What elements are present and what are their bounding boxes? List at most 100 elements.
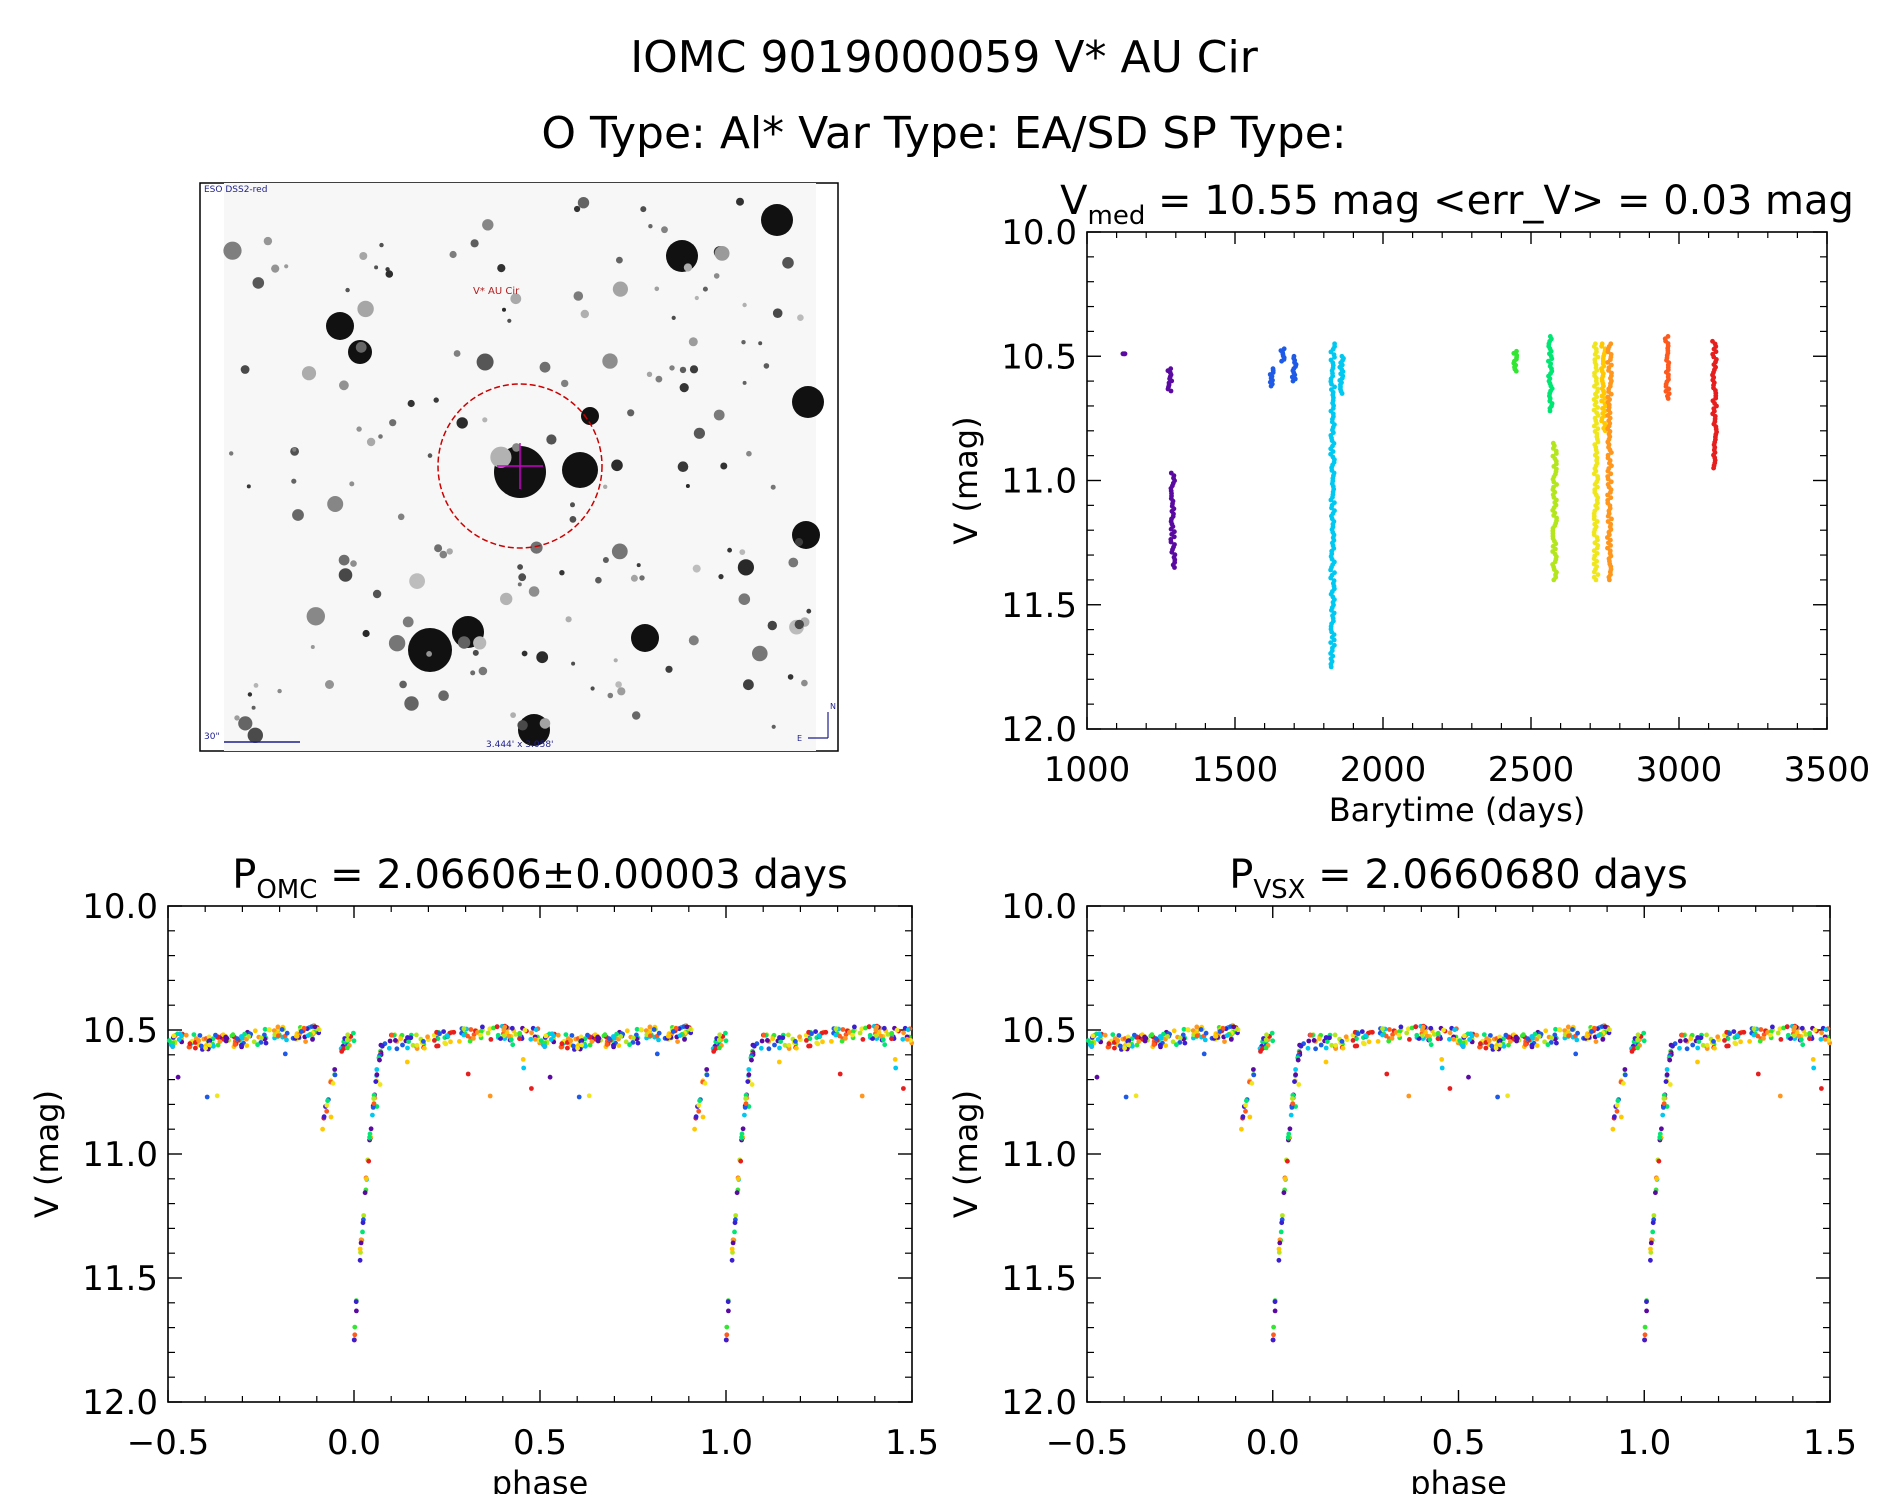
data-point bbox=[1503, 1032, 1509, 1038]
data-point bbox=[475, 1030, 480, 1035]
data-point bbox=[1172, 565, 1177, 570]
data-point bbox=[1608, 543, 1613, 548]
star bbox=[595, 576, 602, 584]
data-point bbox=[839, 1038, 845, 1044]
data-point bbox=[723, 1030, 728, 1036]
star bbox=[546, 434, 557, 445]
data-point bbox=[1650, 1220, 1656, 1226]
data-point bbox=[1243, 1108, 1248, 1114]
data-point bbox=[239, 1034, 244, 1039]
star bbox=[359, 252, 368, 260]
y-tick-label: 11.0 bbox=[82, 1135, 158, 1175]
data-point bbox=[262, 1026, 268, 1032]
y-tick-label: 10.5 bbox=[1001, 337, 1077, 377]
data-point bbox=[400, 1042, 405, 1048]
data-point bbox=[1271, 1332, 1276, 1338]
data-point bbox=[634, 1032, 639, 1038]
data-point bbox=[344, 1037, 350, 1043]
data-point bbox=[852, 1024, 857, 1030]
star bbox=[679, 383, 689, 393]
data-point bbox=[223, 1038, 229, 1044]
data-point bbox=[880, 1037, 886, 1043]
data-point bbox=[239, 1042, 244, 1048]
data-point bbox=[425, 1034, 430, 1040]
data-point bbox=[569, 1033, 575, 1038]
data-point bbox=[638, 1027, 644, 1032]
data-point bbox=[1609, 450, 1614, 455]
data-point bbox=[717, 1045, 722, 1051]
data-point bbox=[1584, 1033, 1590, 1039]
data-point bbox=[730, 1240, 736, 1246]
target-label: V* AU Cir bbox=[473, 286, 520, 297]
data-point bbox=[1514, 1038, 1519, 1044]
data-point bbox=[1157, 1042, 1163, 1048]
data-point bbox=[197, 1033, 203, 1038]
data-point bbox=[1180, 1032, 1186, 1038]
data-point bbox=[298, 1029, 304, 1034]
data-point bbox=[1406, 1093, 1412, 1099]
data-point bbox=[387, 1038, 393, 1044]
data-point bbox=[1661, 1096, 1667, 1101]
data-point bbox=[1171, 1028, 1177, 1034]
star bbox=[439, 550, 448, 559]
data-point bbox=[833, 1032, 839, 1038]
data-point bbox=[840, 1027, 846, 1032]
data-point bbox=[1612, 1114, 1617, 1120]
data-point bbox=[1174, 1042, 1179, 1048]
star bbox=[569, 516, 577, 523]
data-point bbox=[352, 1332, 358, 1338]
data-point bbox=[1122, 351, 1128, 357]
data-point bbox=[1554, 1040, 1559, 1046]
data-point bbox=[1549, 1035, 1555, 1041]
data-point bbox=[263, 1040, 269, 1046]
data-point bbox=[1513, 1034, 1519, 1040]
data-point bbox=[1263, 1037, 1269, 1043]
data-point bbox=[529, 1086, 534, 1091]
star bbox=[713, 273, 720, 279]
y-tick-label: 10.0 bbox=[82, 887, 158, 927]
data-point bbox=[1715, 1034, 1721, 1040]
data-point bbox=[894, 1027, 900, 1033]
data-point bbox=[1339, 391, 1345, 396]
data-point bbox=[1506, 1042, 1511, 1048]
data-point bbox=[1768, 1029, 1774, 1034]
data-point bbox=[1102, 1032, 1108, 1038]
star bbox=[470, 239, 479, 248]
star bbox=[490, 446, 512, 468]
data-point bbox=[1553, 1026, 1558, 1032]
data-point bbox=[414, 1042, 420, 1048]
data-point bbox=[204, 1094, 210, 1100]
star bbox=[539, 361, 551, 373]
star bbox=[510, 293, 522, 305]
data-point bbox=[246, 1034, 252, 1039]
data-point bbox=[364, 1176, 369, 1182]
data-point bbox=[1151, 1042, 1157, 1047]
data-point bbox=[595, 1038, 601, 1044]
data-point bbox=[187, 1041, 193, 1047]
data-point bbox=[232, 1042, 238, 1047]
data-point bbox=[374, 1067, 380, 1072]
data-point bbox=[1328, 349, 1334, 355]
data-point bbox=[611, 1034, 616, 1039]
data-point bbox=[1819, 1086, 1824, 1091]
star bbox=[517, 582, 522, 587]
data-point bbox=[1333, 1042, 1339, 1048]
data-point bbox=[647, 1024, 653, 1030]
data-point bbox=[171, 1033, 177, 1039]
data-point bbox=[176, 1037, 182, 1042]
data-point bbox=[1329, 381, 1334, 387]
data-point bbox=[1600, 1037, 1606, 1042]
data-point bbox=[623, 1039, 629, 1045]
star bbox=[713, 409, 725, 421]
data-point bbox=[1295, 1057, 1301, 1063]
data-point bbox=[367, 1134, 372, 1140]
data-point bbox=[357, 1246, 363, 1252]
data-point bbox=[362, 1190, 368, 1196]
data-point bbox=[1486, 1038, 1492, 1044]
data-point bbox=[1308, 1032, 1313, 1038]
star bbox=[310, 645, 315, 649]
data-point bbox=[866, 1024, 872, 1030]
star bbox=[517, 564, 523, 570]
data-point bbox=[1775, 1030, 1781, 1036]
data-point bbox=[878, 1033, 884, 1039]
